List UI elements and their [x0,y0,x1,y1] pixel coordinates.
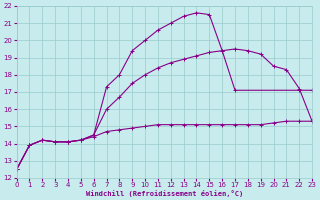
X-axis label: Windchill (Refroidissement éolien,°C): Windchill (Refroidissement éolien,°C) [86,190,243,197]
